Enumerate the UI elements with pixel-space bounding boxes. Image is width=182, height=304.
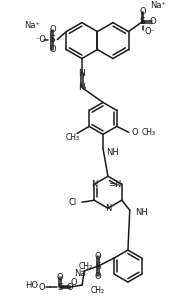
Text: O: O [71,278,78,287]
Text: CH₃: CH₃ [66,133,80,142]
Text: HO: HO [25,281,38,289]
Text: ,: , [84,81,86,90]
Text: Na⁺: Na⁺ [151,1,167,10]
Text: O: O [149,17,156,26]
Text: Cl: Cl [69,198,77,207]
Text: CH₃: CH₃ [142,128,156,137]
Text: O⁻: O⁻ [145,27,155,36]
Text: O: O [95,252,101,261]
Text: O: O [57,273,64,282]
Text: O: O [139,7,146,16]
Text: N: N [78,69,85,78]
Text: Na⁺: Na⁺ [24,21,40,30]
Text: O: O [95,271,101,281]
Text: NH: NH [106,148,119,157]
Text: O: O [39,282,45,292]
Text: NH: NH [135,208,148,217]
Text: S: S [50,35,55,44]
Text: CH₂: CH₂ [90,285,104,295]
Text: N: N [78,83,85,92]
Text: N: N [105,204,111,213]
Text: =N: =N [108,180,122,189]
Text: S: S [95,261,101,271]
Text: Na: Na [74,268,86,278]
Text: S: S [140,17,145,26]
Text: O: O [49,25,56,34]
Text: CH₂: CH₂ [79,261,93,271]
Text: ⁻O: ⁻O [36,35,47,44]
Text: O: O [67,282,74,292]
Text: S: S [57,282,63,292]
Text: N: N [91,180,97,189]
Text: O: O [132,128,138,137]
Text: O: O [49,45,56,54]
